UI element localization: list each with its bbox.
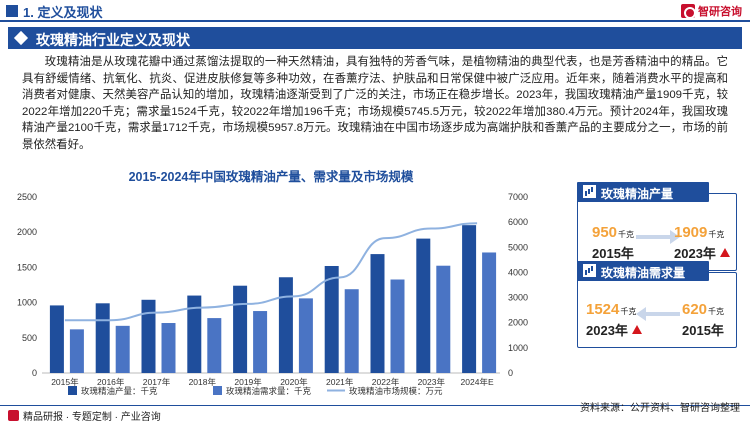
bar-production <box>187 295 202 373</box>
top-bar: 1. 定义及现状 智研咨询 <box>0 0 750 22</box>
bar-demand <box>298 298 313 373</box>
up-arrow-icon <box>631 325 642 334</box>
bar-demand <box>390 279 405 373</box>
demand-left-year: 2023年 <box>586 323 628 338</box>
footer-tagline: 精品研报 · 专题定制 · 产业咨询 <box>8 408 161 422</box>
bar-demand <box>344 289 359 373</box>
legend-swatch <box>213 386 222 395</box>
production-left-unit: 千克 <box>618 230 635 239</box>
bar-production <box>324 265 339 373</box>
production-card-title: 玫瑰精油产量 <box>601 187 674 201</box>
production-right-unit: 千克 <box>708 230 725 239</box>
production-left-year: 2015年 <box>592 246 634 261</box>
up-arrow-icon <box>719 248 730 257</box>
legend-label: 玫瑰精油市场规模：万元 <box>349 386 443 396</box>
y-right-tick-label: 5000 <box>508 242 528 252</box>
bar-production <box>49 305 64 373</box>
bar-demand <box>115 325 130 373</box>
bar-chart-icon <box>583 185 596 198</box>
bar-production <box>462 225 477 373</box>
y-right-tick-label: 1000 <box>508 343 528 353</box>
x-tick-label: 2019年 <box>234 377 262 387</box>
page-title-bar: 玫瑰精油行业定义及现状 <box>8 27 742 49</box>
bar-chart-icon <box>583 264 596 277</box>
diamond-icon <box>13 30 29 46</box>
y-left-tick-label: 1000 <box>17 298 37 308</box>
brand-logo-icon <box>681 4 696 19</box>
y-left-tick-label: 0 <box>32 368 37 378</box>
x-tick-label: 2018年 <box>189 377 217 387</box>
production-left-value: 950 <box>592 224 618 241</box>
demand-card: 玫瑰精油需求量 1524千克 2023年 620千克 2015年 <box>577 261 737 348</box>
y-left-tick-label: 1500 <box>17 262 37 272</box>
source-note: 资料来源：公开资料、智研咨询整理 <box>580 403 740 414</box>
y-right-tick-label: 3000 <box>508 293 528 303</box>
footer-divider <box>0 405 750 406</box>
bar-production <box>141 299 156 373</box>
demand-right-value: 620 <box>682 301 708 318</box>
demand-card-header: 玫瑰精油需求量 <box>577 261 709 281</box>
chart-title: 2015-2024年中国玫瑰精油产量、需求量及市场规模 <box>129 169 414 184</box>
bar-production <box>95 303 110 373</box>
y-right-tick-label: 2000 <box>508 318 528 328</box>
demand-left-unit: 千克 <box>620 307 637 316</box>
section-title: 1. 定义及现状 <box>23 5 103 20</box>
y-left-tick-label: 2000 <box>17 227 37 237</box>
y-left-tick-label: 500 <box>22 333 37 343</box>
production-left-stat: 950千克 2015年 <box>592 224 634 262</box>
bar-production <box>278 277 293 373</box>
y-right-tick-label: 0 <box>508 368 513 378</box>
brand-name: 智研咨询 <box>698 6 742 18</box>
section-marker <box>6 5 18 17</box>
x-tick-label: 2021年 <box>326 377 354 387</box>
production-right-value: 1909 <box>674 224 708 241</box>
demand-left-stat: 1524千克 2023年 <box>586 301 642 339</box>
demand-right-stat: 620千克 2015年 <box>682 301 724 339</box>
x-tick-label: 2022年 <box>372 377 400 387</box>
bar-demand <box>69 329 84 373</box>
demand-right-unit: 千克 <box>708 307 725 316</box>
demand-right-year: 2015年 <box>682 323 724 338</box>
right-arrow-icon <box>636 230 680 244</box>
x-tick-label: 2015年 <box>51 377 79 387</box>
intro-paragraph: 玫瑰精油是从玫瑰花瓣中通过蒸馏法提取的一种天然精油，具有独特的芳香气味，是植物精… <box>22 56 728 151</box>
x-tick-label: 2020年 <box>280 377 308 387</box>
combo-chart: 2015-2024年中国玫瑰精油产量、需求量及市场规模 0 500 1000 1500 2… <box>17 169 528 396</box>
production-right-year: 2023年 <box>674 246 716 261</box>
legend-label: 玫瑰精油需求量：千克 <box>226 386 312 396</box>
page-title: 玫瑰精油行业定义及现状 <box>36 32 190 48</box>
bar-demand <box>482 252 497 373</box>
bar-demand <box>161 323 176 373</box>
brand-logo-icon <box>8 410 19 421</box>
market-size-line <box>64 222 478 322</box>
bar-demand <box>207 318 222 373</box>
x-tick-label: 2024年E <box>461 377 494 387</box>
production-right-stat: 1909千克 2023年 <box>674 224 730 262</box>
chart: 2015-2024年中国玫瑰精油产量、需求量及市场规模 0 500 1000 1500 2… <box>8 163 548 400</box>
production-card-header: 玫瑰精油产量 <box>577 182 709 202</box>
bar-production <box>233 285 248 373</box>
production-card: 玫瑰精油产量 950千克 2015年 1909千克 2023年 <box>577 182 737 271</box>
x-tick-label: 2016年 <box>97 377 125 387</box>
x-tick-label: 2017年 <box>143 377 171 387</box>
bar-production <box>370 254 385 373</box>
header-divider <box>0 20 750 22</box>
bar-demand <box>436 265 451 373</box>
y-right-tick-label: 6000 <box>508 217 528 227</box>
demand-card-title: 玫瑰精油需求量 <box>601 266 686 280</box>
brand-logo: 智研咨询 <box>681 3 742 19</box>
x-tick-label: 2023年 <box>418 377 446 387</box>
y-right-tick-label: 4000 <box>508 267 528 277</box>
legend-label: 玫瑰精油产量：千克 <box>81 386 158 396</box>
left-arrow-icon <box>636 307 680 321</box>
demand-left-value: 1524 <box>586 301 620 318</box>
y-left-tick-label: 2500 <box>17 192 37 202</box>
y-right-tick-label: 7000 <box>508 192 528 202</box>
bar-demand <box>253 311 268 373</box>
bar-production <box>416 238 431 373</box>
footer-tagline-text: 精品研报 · 专题定制 · 产业咨询 <box>23 412 161 422</box>
legend-swatch <box>68 386 77 395</box>
